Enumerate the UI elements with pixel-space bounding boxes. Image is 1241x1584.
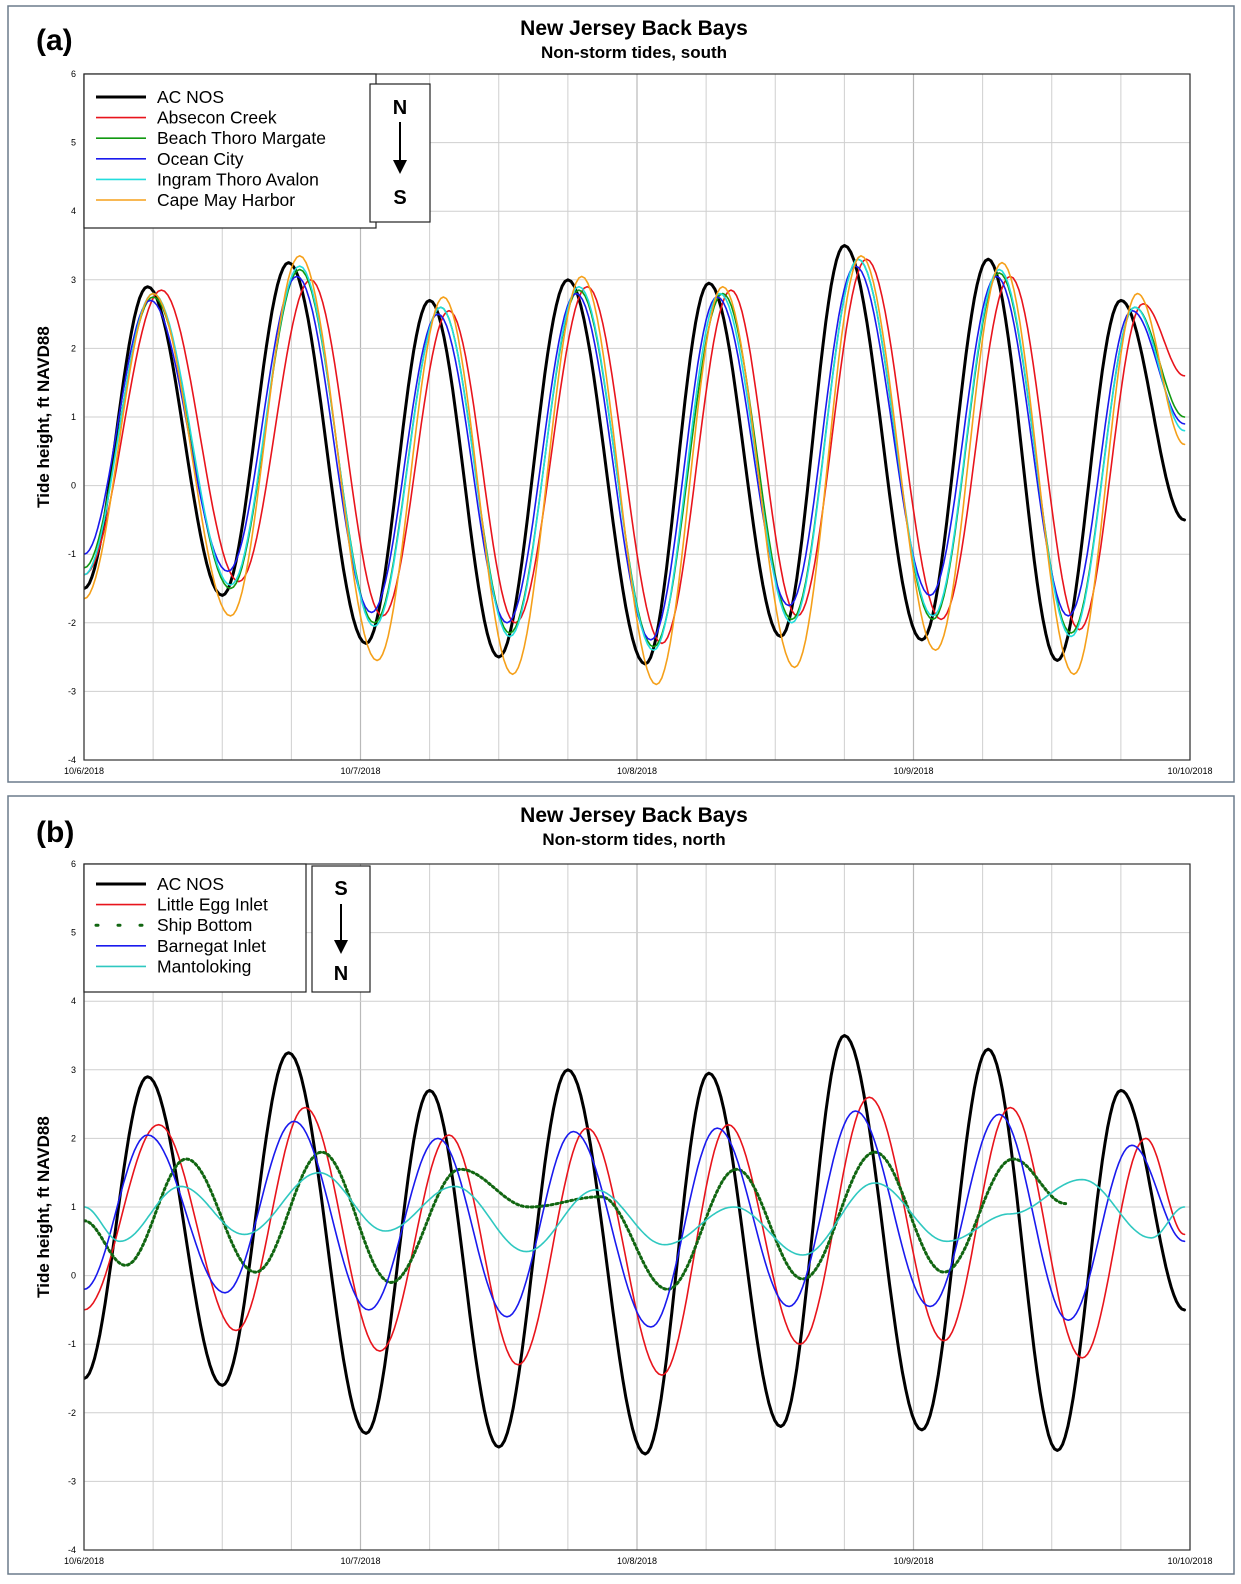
legend-label: Barnegat Inlet — [157, 936, 266, 956]
y-tick-label: 4 — [71, 996, 76, 1006]
panel-a-title: New Jersey Back Bays — [520, 17, 748, 40]
y-tick-label: -2 — [68, 1408, 76, 1418]
y-tick-label: -2 — [68, 618, 76, 628]
y-tick-label: 0 — [71, 481, 76, 491]
y-tick-label: 6 — [71, 69, 76, 79]
legend-label: Beach Thoro Margate — [157, 128, 326, 148]
y-tick-label: -3 — [68, 686, 76, 696]
x-tick-label: 10/10/2018 — [1167, 766, 1212, 776]
y-tick-label: -1 — [68, 549, 76, 559]
panel-a-x-ticks: 10/6/2018 10/7/2018 10/8/2018 10/9/2018 10/1… — [64, 766, 1213, 776]
panel-b-x-ticks: 10/6/2018 10/7/2018 10/8/2018 10/9/2018 10/1… — [64, 1556, 1213, 1566]
x-tick-label: 10/8/2018 — [617, 1556, 657, 1566]
x-tick-label: 10/10/2018 — [1167, 1556, 1212, 1566]
panel-b-series — [84, 1034, 1186, 1456]
y-tick-label: -4 — [68, 1545, 76, 1555]
panel-b-compass-bottom: N — [334, 963, 348, 985]
y-tick-label: 3 — [71, 1065, 76, 1075]
panel-b-plot-area — [83, 863, 1191, 1551]
x-tick-label: 10/7/2018 — [340, 766, 380, 776]
series-line-barnegat-inlet — [84, 1110, 1186, 1328]
panel-a: (a) New Jersey Back Bays Non-storm tides… — [7, 5, 1235, 783]
y-tick-label: 6 — [71, 859, 76, 869]
legend-label: Mantoloking — [157, 956, 251, 976]
y-tick-label: -4 — [68, 755, 76, 765]
legend-label: Cape May Harbor — [157, 190, 295, 210]
series-line-cape-may-harbor — [84, 255, 1186, 686]
series-line-ocean-city — [84, 265, 1186, 641]
y-tick-label: 0 — [71, 1271, 76, 1281]
legend-label: Little Egg Inlet — [157, 895, 268, 915]
panel-a-label: (a) — [36, 24, 73, 57]
x-tick-label: 10/6/2018 — [64, 1556, 104, 1566]
panel-b: (b) New Jersey Back Bays Non-storm tides… — [7, 795, 1235, 1575]
x-tick-label: 10/9/2018 — [893, 1556, 933, 1566]
panel-a-series — [84, 244, 1186, 686]
x-tick-label: 10/9/2018 — [893, 766, 933, 776]
legend-label: Absecon Creek — [157, 108, 277, 128]
y-tick-label: 2 — [71, 343, 76, 353]
legend-label: AC NOS — [157, 87, 224, 107]
y-tick-label: -1 — [68, 1339, 76, 1349]
y-tick-label: 3 — [71, 275, 76, 285]
y-tick-label: -3 — [68, 1476, 76, 1486]
panel-a-plot-area — [83, 73, 1191, 761]
legend-label: Ocean City — [157, 149, 244, 169]
panel-a-subtitle: Non-storm tides, south — [541, 43, 727, 62]
arrow-down-icon — [393, 160, 407, 174]
legend-label: Ship Bottom — [157, 915, 252, 935]
series-line-mantoloking — [84, 1171, 1186, 1256]
panel-b-subtitle: Non-storm tides, north — [542, 830, 725, 849]
y-tick-label: 1 — [71, 412, 76, 422]
legend-label: AC NOS — [157, 874, 224, 894]
series-line-absecon-creek — [84, 258, 1186, 645]
panel-b-y-axis-label: Tide height, ft NAVD88 — [34, 1116, 53, 1298]
y-tick-label: 1 — [71, 1202, 76, 1212]
series-line-ship-bottom — [84, 1150, 1068, 1291]
panel-b-label: (b) — [36, 816, 74, 849]
panel-a-legend-box — [83, 73, 377, 229]
x-tick-label: 10/7/2018 — [340, 1556, 380, 1566]
panel-a-compass-top: N — [393, 97, 407, 119]
y-tick-label: 2 — [71, 1133, 76, 1143]
y-tick-label: 4 — [71, 206, 76, 216]
x-tick-label: 10/6/2018 — [64, 766, 104, 776]
x-tick-label: 10/8/2018 — [617, 766, 657, 776]
panel-a-y-ticks: -4 -3 -2 -1 0 1 2 3 4 5 6 — [68, 69, 76, 765]
series-line-ac-nos — [84, 1034, 1186, 1456]
panel-a-compass-bottom: S — [393, 187, 406, 209]
panel-b-compass: S N — [311, 865, 371, 993]
panel-a-compass: N S — [369, 83, 431, 223]
panel-a-y-axis-label: Tide height, ft NAVD88 — [34, 326, 53, 508]
panel-b-title: New Jersey Back Bays — [520, 804, 748, 827]
panel-b-compass-top: S — [334, 878, 347, 900]
series-line-little-egg-inlet — [84, 1096, 1186, 1376]
panel-b-y-ticks: -4 -3 -2 -1 0 1 2 3 4 5 6 — [68, 859, 76, 1555]
arrow-down-icon — [334, 940, 348, 954]
y-tick-label: 5 — [71, 928, 76, 938]
legend-label: Ingram Thoro Avalon — [157, 169, 319, 189]
y-tick-label: 5 — [71, 138, 76, 148]
